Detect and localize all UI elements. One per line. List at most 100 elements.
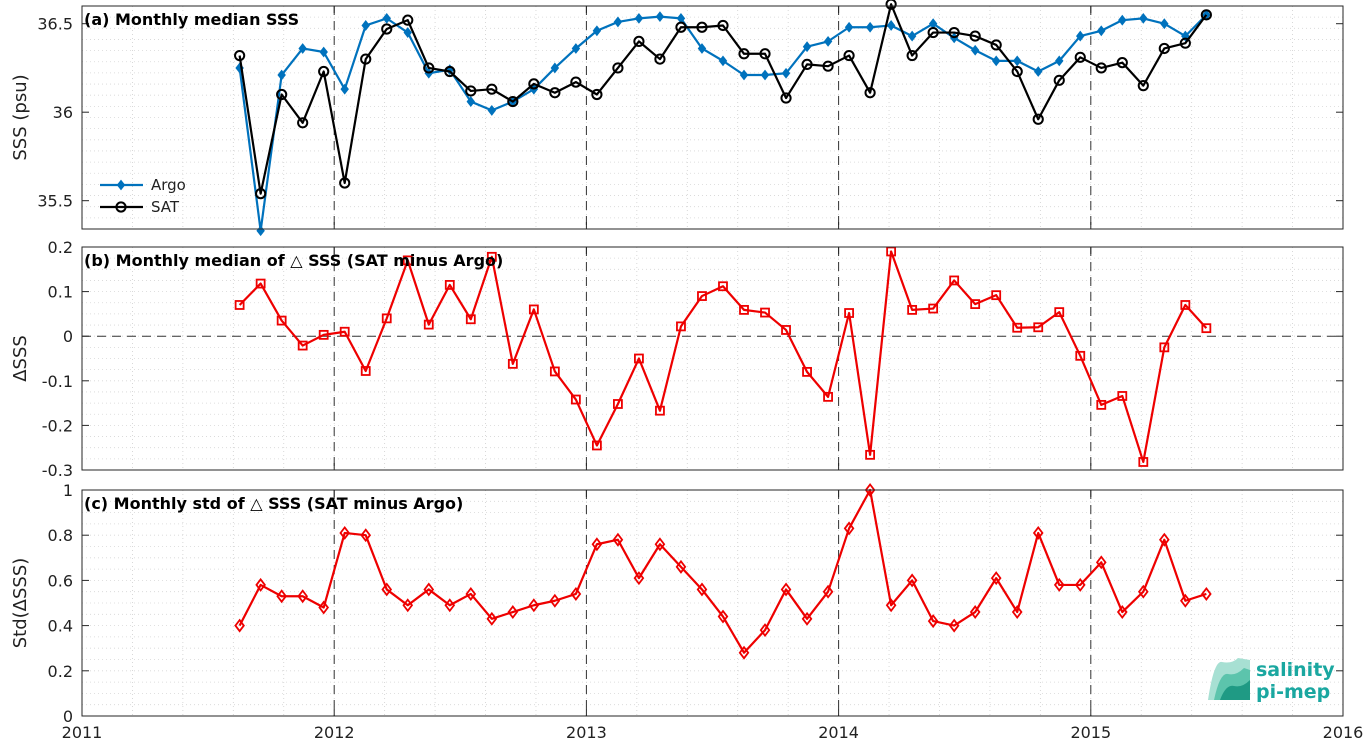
- y-tick-label: 36.5: [37, 15, 73, 34]
- axes-frame: [81, 246, 1344, 471]
- logo-line1: salinity: [1256, 659, 1335, 681]
- data-point: [339, 177, 351, 189]
- data-point: [885, 0, 897, 10]
- data-point: [1138, 457, 1149, 467]
- series-argo: [235, 9, 1211, 237]
- data-point: [718, 55, 728, 67]
- x-axis: 2011 2012 2013 2014 2015 2016: [62, 490, 1363, 742]
- data-point: [507, 605, 519, 620]
- data-point: [1158, 532, 1170, 547]
- data-point: [612, 62, 624, 74]
- data-point: [718, 281, 728, 292]
- data-point: [486, 611, 498, 626]
- data-point: [633, 35, 645, 47]
- data-point: [970, 44, 980, 56]
- data-point: [1116, 57, 1128, 69]
- data-point: [402, 255, 413, 266]
- data-point: [402, 14, 414, 26]
- data-point: [276, 589, 287, 604]
- axes-frame: [81, 5, 1344, 230]
- data-point: [487, 105, 497, 116]
- data-point: [382, 12, 391, 24]
- y-tick-label: 0.2: [48, 238, 73, 257]
- data-point: [465, 586, 477, 601]
- data-point: [717, 609, 729, 624]
- data-point: [276, 315, 287, 326]
- y-axis: -0.3 -0.2 -0.1 0 0.1 0.2: [42, 238, 1343, 480]
- data-point: [1181, 30, 1190, 42]
- data-point: [675, 559, 687, 574]
- y-tick-label: -0.3: [42, 461, 73, 480]
- y-axis-label: Std(ΔSSS): [10, 558, 31, 649]
- data-point: [570, 76, 582, 88]
- data-point: [759, 623, 771, 638]
- data-point: [381, 582, 393, 597]
- data-point: [927, 26, 939, 39]
- data-point: [444, 65, 456, 78]
- data-point: [738, 645, 750, 660]
- data-point: [1097, 25, 1106, 37]
- panel-title: (a) Monthly median SSS: [84, 10, 299, 29]
- data-point: [991, 290, 1002, 301]
- data-point: [844, 21, 854, 33]
- data-point: [403, 27, 412, 38]
- data-point: [402, 598, 414, 613]
- data-point: [277, 69, 286, 81]
- data-point: [486, 83, 498, 95]
- data-point: [1096, 399, 1107, 410]
- data-point: [801, 58, 813, 71]
- x-tick-label: 2015: [1070, 723, 1111, 742]
- data-point: [381, 313, 392, 324]
- data-point: [886, 20, 896, 31]
- data-point: [823, 391, 833, 402]
- y-axis: 35.5 36 36.5: [37, 15, 1343, 211]
- data-point: [1053, 74, 1065, 86]
- y-tick-label: 36: [53, 103, 73, 122]
- data-point: [654, 537, 666, 552]
- data-point: [697, 291, 707, 301]
- data-point: [844, 308, 854, 318]
- data-point: [423, 582, 435, 597]
- data-point: [1200, 9, 1212, 21]
- data-point: [298, 43, 307, 54]
- data-point: [1012, 55, 1022, 67]
- y-axis-label: SSS (psu): [10, 74, 31, 160]
- data-point: [760, 69, 770, 81]
- data-point: [1033, 66, 1043, 77]
- data-point: [655, 11, 665, 23]
- panel-title: (b) Monthly median of △ SSS (SAT minus A…: [84, 251, 503, 270]
- data-point: [255, 188, 267, 200]
- logo-line2: pi-mep: [1256, 681, 1330, 703]
- y-axis: 0 0.2 0.4 0.6 0.8 1: [48, 481, 1343, 726]
- data-point: [360, 528, 372, 543]
- data-point: [655, 405, 665, 416]
- legend: Argo SAT: [100, 176, 186, 216]
- data-point: [423, 62, 435, 74]
- data-point: [865, 21, 875, 33]
- data-point: [948, 26, 960, 39]
- data-point: [1139, 12, 1148, 24]
- year-separators: [333, 490, 1092, 716]
- data-point: [843, 49, 855, 62]
- y-tick-label: 0.1: [48, 283, 73, 302]
- series-delta: [234, 246, 1212, 467]
- series-delta: [234, 483, 1212, 660]
- salinity-pi-mep-logo: salinity pi-mep: [1208, 658, 1335, 703]
- data-point: [780, 92, 792, 104]
- data-point: [696, 582, 708, 597]
- data-point: [1179, 37, 1191, 49]
- data-point: [885, 598, 897, 613]
- series-sat: [234, 0, 1212, 200]
- data-point: [528, 598, 540, 613]
- data-point: [1160, 18, 1169, 30]
- data-point: [927, 614, 939, 629]
- legend-swatch-marker: [116, 179, 126, 191]
- data-point: [444, 280, 455, 290]
- data-point: [297, 117, 309, 129]
- data-point: [339, 525, 351, 540]
- data-point: [1137, 80, 1149, 92]
- panel-c-std-delta-sss: 0 0.2 0.4 0.6 0.8 1 2011 2012 2013 2014 2015 2016 St…: [10, 481, 1363, 742]
- data-point: [591, 88, 603, 101]
- data-point: [633, 571, 645, 586]
- data-point: [1201, 586, 1212, 601]
